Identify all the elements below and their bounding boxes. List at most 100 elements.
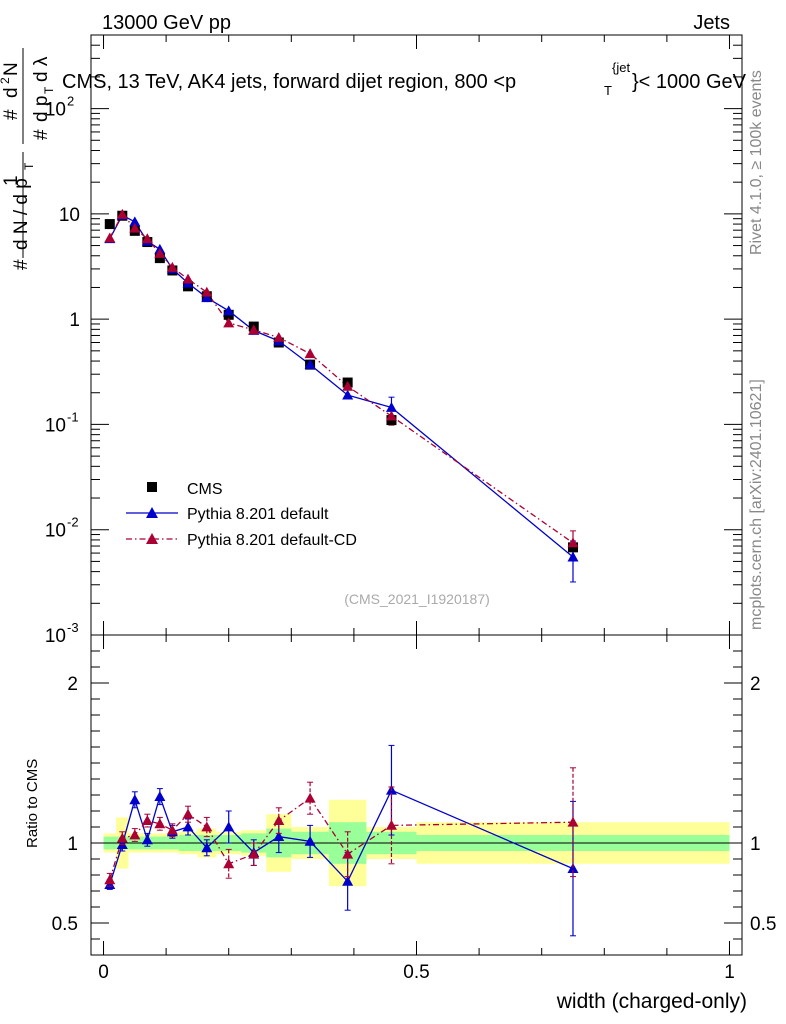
svg-text:d N / d p: d N / d p (11, 178, 32, 250)
data-point-cd (304, 348, 316, 359)
analysis-watermark: (CMS_2021_I1920187) (344, 591, 490, 607)
svg-text:#: # (11, 259, 32, 270)
data-point-cd (104, 232, 116, 243)
ratio-point-default (141, 834, 153, 845)
side-label-bottom: mcplots.cern.ch [arXiv:2401.10621] (748, 379, 765, 630)
ratio-marks (104, 744, 579, 937)
legend-marker-cd (146, 533, 158, 544)
y-tick-label: 10 (45, 626, 66, 647)
data-point-cms (154, 253, 165, 264)
y-tick-label-exponent: -3 (67, 620, 79, 635)
ratio-point-default (342, 875, 354, 886)
x-tick-label: 0.5 (403, 962, 429, 983)
ratio-point-default (273, 831, 285, 841)
y-tick-label-exponent: -2 (67, 515, 79, 530)
data-point-default (567, 551, 579, 562)
ratio-point-default (182, 821, 194, 832)
svg-text:d: d (1, 87, 22, 98)
x-axis-label: width (charged-only) (556, 990, 747, 1013)
data-point-cd (385, 410, 397, 421)
ratio-point-default (567, 863, 579, 873)
ratio-point-cd (567, 816, 579, 827)
ratio-point-cd (304, 792, 316, 803)
ratio-point-cd (154, 818, 166, 829)
x-tick-label: 1 (724, 962, 735, 983)
y-tick-label-ratio: 2 (67, 674, 78, 695)
data-point-default (304, 359, 316, 370)
ratio-point-cd (141, 815, 153, 825)
series-line-default (109, 214, 574, 558)
data-point-cd (223, 317, 235, 328)
svg-text:T: T (604, 83, 612, 98)
y-tick-label: 10 (59, 205, 80, 226)
ratio-point-cd (273, 815, 285, 825)
svg-text:#: # (31, 129, 52, 140)
header-left: 13000 GeV pp (102, 12, 231, 34)
legend-label-cms: CMS (187, 481, 223, 498)
ratio-point-default (129, 794, 141, 805)
legend: CMS Pythia 8.201 default Pythia 8.201 de… (126, 481, 357, 549)
header-right: Jets (693, 12, 730, 34)
data-point-cd (166, 261, 178, 272)
ratio-point-default (201, 842, 213, 853)
legend-label-default: Pythia 8.201 default (187, 506, 329, 523)
y-tick-label-ratio: 1 (67, 834, 78, 855)
ratio-point-cd (248, 848, 260, 859)
data-point-cd (116, 208, 128, 219)
data-point-default (223, 305, 235, 316)
y-tick-label-exponent: -1 (67, 409, 79, 424)
legend-marker-default (146, 507, 158, 518)
y-tick-label: 1 (69, 310, 80, 331)
ratio-point-cd (116, 832, 128, 843)
data-point-default (385, 401, 397, 412)
data-point-cms (567, 542, 578, 553)
svg-text:T: T (42, 86, 56, 94)
svg-text:#: # (1, 109, 22, 120)
data-point-cms (104, 219, 115, 230)
y-tick-label-ratio-right: 0.5 (750, 914, 776, 935)
side-label-top: Rivet 4.1.0, ≥ 100k events (748, 70, 765, 255)
ratio-y-axis-label: Ratio to CMS (24, 759, 41, 848)
data-point-default (129, 216, 141, 227)
ratio-point-cd (104, 874, 116, 885)
ratio-point-cd (166, 824, 178, 835)
main-marks (104, 208, 579, 583)
ratio-point-cd (385, 819, 397, 830)
data-point-cd (342, 380, 354, 391)
y-tick-label-ratio: 0.5 (52, 914, 78, 935)
data-point-cd (248, 324, 260, 335)
ratio-plot-frame (90, 634, 743, 956)
ratio-point-default (304, 835, 316, 846)
y-tick-label-ratio-right: 2 (750, 674, 761, 695)
data-point-cd (201, 286, 213, 297)
ratio-axes: 0 0.5 1 0.5 0.5 1 1 2 2 (52, 635, 776, 983)
chart-title: CMS, 13 TeV, AK4 jets, forward dijet reg… (62, 60, 747, 98)
data-point-default (342, 389, 354, 400)
legend-label-cd: Pythia 8.201 default-CD (187, 532, 357, 549)
data-point-cd (567, 537, 579, 548)
y-tick-label-exponent: 2 (67, 94, 74, 109)
ratio-point-cd (342, 848, 354, 859)
data-point-cd (182, 273, 194, 284)
data-point-cd (129, 222, 141, 233)
legend-marker-cms (147, 482, 157, 492)
data-point-cd (273, 331, 285, 342)
svg-text:CMS, 13 TeV, AK4 jets, forward: CMS, 13 TeV, AK4 jets, forward dijet reg… (62, 71, 516, 93)
y-tick-label: 10 (45, 521, 66, 542)
svg-text:}< 1000 GeV: }< 1000 GeV (632, 71, 747, 93)
svg-text:1: 1 (1, 175, 22, 186)
y-tick-label-ratio-right: 1 (750, 834, 761, 855)
svg-text:2: 2 (0, 77, 12, 84)
svg-text:d λ: d λ (31, 56, 52, 82)
main-y-axis-label: # d N / d p T 1 # d p T d λ # d 2 N (0, 48, 56, 270)
ratio-line-cd (109, 797, 574, 880)
x-tick-label: 0 (98, 962, 109, 983)
svg-text:{jet: {jet (612, 60, 630, 75)
ratio-point-cd (223, 858, 235, 869)
ratio-point-cd (129, 829, 141, 840)
data-point-cd (141, 233, 153, 244)
data-point-default (201, 292, 213, 303)
y-tick-label: 10 (45, 100, 66, 121)
series-line-cd (109, 213, 574, 544)
